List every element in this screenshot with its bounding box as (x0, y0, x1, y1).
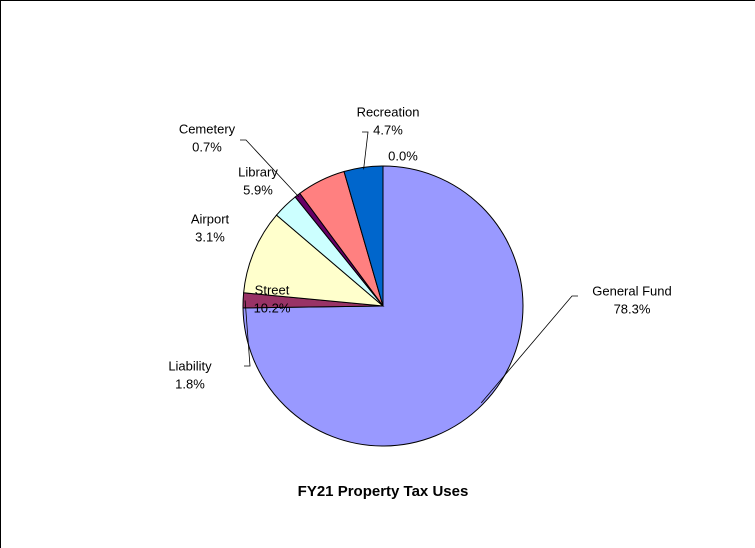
leader-line (480, 295, 578, 404)
slice-value-label: 4.7% (373, 122, 403, 137)
chart-title: FY21 Property Tax Uses (298, 483, 469, 500)
slice-value-label: 0.0% (388, 148, 418, 163)
slice-label: Airport (191, 211, 230, 226)
slice-label: Cemetery (179, 121, 236, 136)
slice-value-label: 10.2% (254, 300, 291, 315)
pie-slice (242, 165, 524, 447)
slice-value-label: 1.8% (175, 376, 205, 391)
slice-value-label: 0.7% (192, 139, 222, 154)
slice-label: General Fund (592, 283, 672, 298)
slice-label: Liability (168, 358, 212, 373)
leader-line (362, 131, 369, 170)
slice-label: Recreation (357, 104, 420, 119)
pie-slice (243, 214, 385, 307)
slice-label: Library (238, 164, 278, 179)
slice-value-label: 5.9% (243, 182, 273, 197)
slice-label: Street (255, 282, 290, 297)
leader-line (240, 139, 299, 198)
leader-line (244, 300, 251, 367)
slice-value-label: 3.1% (195, 229, 225, 244)
slice-value-label: 78.3% (614, 301, 651, 316)
